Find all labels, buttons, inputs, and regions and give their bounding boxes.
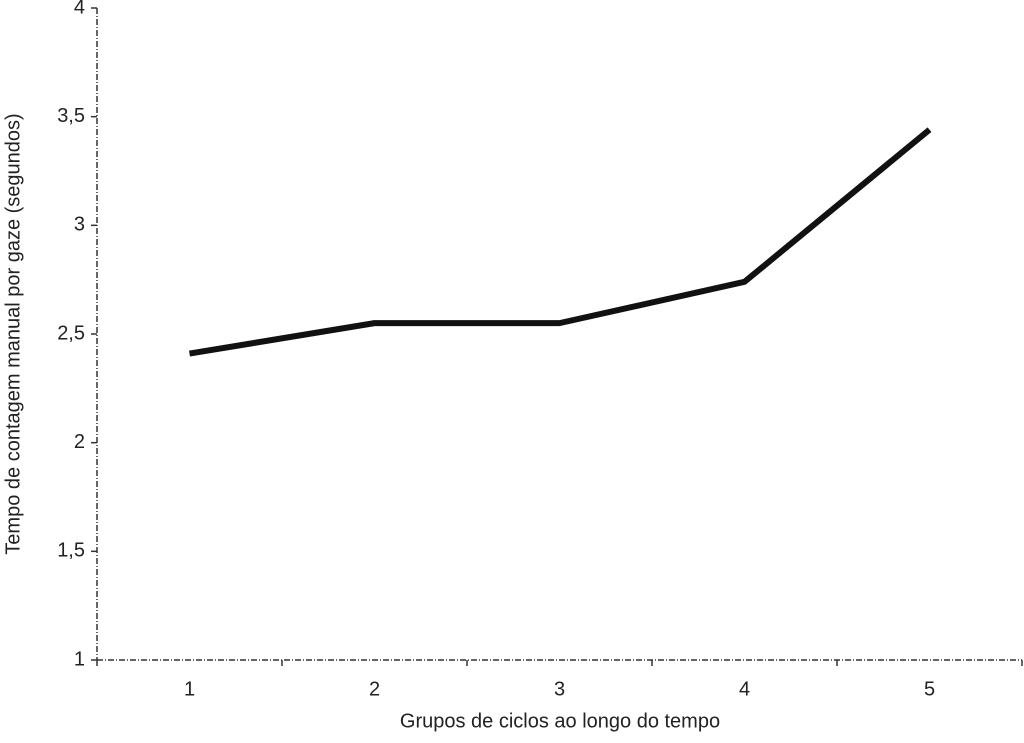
y-tick-label: 4	[74, 0, 85, 18]
x-tick-label: 2	[369, 678, 380, 700]
y-tick-label: 3	[74, 214, 85, 236]
x-tick-label: 1	[184, 678, 195, 700]
y-tick-label: 2	[74, 431, 85, 453]
y-axis-label: Tempo de contagem manual por gaze (segun…	[2, 113, 24, 554]
y-tick-label: 1,5	[57, 540, 85, 562]
x-axis-label: Grupos de ciclos ao longo do tempo	[400, 710, 720, 732]
data-line	[189, 127, 932, 357]
x-tick-label: 5	[924, 678, 935, 700]
y-tick-label: 1	[74, 648, 85, 670]
x-tick-label: 3	[554, 678, 565, 700]
y-tick-label: 2,5	[57, 322, 85, 344]
y-tick-label: 3,5	[57, 105, 85, 127]
x-tick-label: 4	[739, 678, 750, 700]
